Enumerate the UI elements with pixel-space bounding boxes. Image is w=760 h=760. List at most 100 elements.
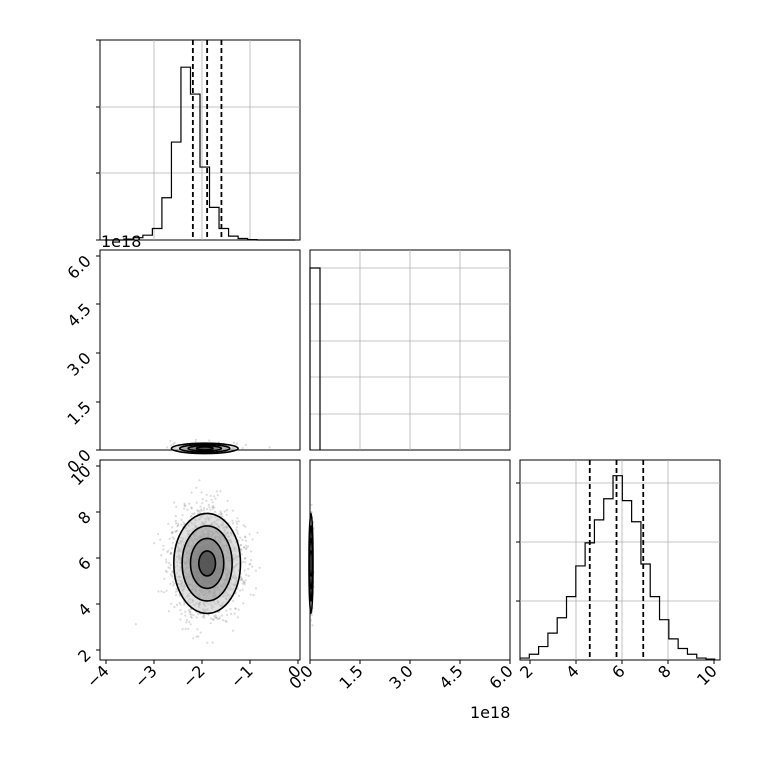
sample-point — [176, 525, 179, 528]
sample-point — [188, 620, 191, 624]
sample-point — [184, 504, 187, 507]
sample-point — [186, 508, 189, 511]
sample-point — [190, 515, 193, 518]
sample-point — [165, 561, 168, 564]
sample-point — [169, 552, 172, 555]
sample-point — [187, 627, 190, 630]
sample-point — [175, 603, 179, 606]
sample-point — [165, 558, 168, 561]
sample-point — [216, 618, 219, 621]
sample-point — [167, 522, 170, 526]
sample-point — [268, 446, 271, 449]
sample-point — [192, 637, 195, 640]
grid — [520, 460, 720, 660]
sample-point — [232, 441, 235, 444]
sample-point — [239, 548, 243, 551]
sample-point — [207, 503, 210, 507]
sample-point — [210, 498, 213, 501]
sample-point — [258, 566, 261, 569]
sample-point — [230, 612, 233, 616]
sample-point — [213, 615, 216, 618]
sample-point — [196, 628, 199, 631]
sample-point — [245, 574, 248, 577]
sample-point — [215, 616, 218, 619]
sample-point — [180, 518, 183, 522]
sample-point — [201, 498, 204, 501]
sample-point — [171, 531, 174, 534]
sample-point — [202, 506, 205, 510]
sample-point — [247, 567, 250, 571]
sample-point — [248, 533, 251, 536]
sample-point — [195, 486, 198, 489]
sample-point — [240, 553, 243, 556]
sample-point — [157, 533, 160, 536]
sample-point — [310, 503, 313, 506]
sample-point — [198, 479, 201, 482]
sample-point — [196, 509, 199, 512]
sample-point — [225, 513, 228, 516]
sample-point — [213, 506, 216, 509]
histogram-param-1 — [104, 66, 296, 241]
sample-point — [190, 616, 193, 619]
sample-point — [243, 546, 246, 549]
density-p1-p2 — [166, 438, 271, 455]
sample-point — [183, 507, 186, 510]
sample-point — [185, 619, 189, 622]
sample-point — [211, 618, 214, 621]
sample-point — [234, 592, 237, 595]
sample-point — [188, 502, 191, 505]
sample-point — [162, 544, 165, 547]
contour-line — [195, 446, 214, 451]
sample-point — [202, 613, 205, 616]
sample-point — [175, 530, 178, 533]
sample-point — [203, 509, 206, 512]
sample-point — [243, 581, 246, 584]
sample-point — [236, 616, 239, 619]
sample-point — [171, 570, 174, 573]
sample-point — [225, 613, 229, 617]
sample-point — [183, 601, 186, 605]
sample-point — [208, 439, 211, 442]
sample-point — [191, 512, 194, 515]
sample-point — [244, 548, 247, 551]
sample-point — [183, 603, 186, 606]
sample-point — [176, 589, 179, 592]
sample-point — [237, 608, 240, 611]
sample-point — [208, 506, 211, 509]
sample-point — [239, 536, 242, 539]
sample-point — [231, 522, 235, 525]
sample-point — [169, 552, 172, 556]
sample-point — [175, 587, 178, 591]
sample-point — [251, 565, 254, 568]
quantile-lines-param-1 — [191, 40, 223, 240]
sample-point — [180, 612, 183, 616]
sample-point — [160, 554, 163, 557]
sample-point — [167, 610, 170, 613]
sample-point — [225, 509, 228, 512]
sample-point — [174, 519, 177, 523]
sample-point — [190, 491, 193, 494]
sample-point — [171, 571, 174, 574]
sample-point — [241, 447, 244, 450]
sample-point — [197, 509, 200, 513]
sample-point — [203, 616, 206, 619]
contour-line — [178, 443, 231, 454]
density-p2-p3 — [308, 503, 315, 627]
histogram-step — [104, 66, 296, 241]
sample-point — [175, 522, 178, 525]
sample-point — [211, 501, 214, 504]
x-exponent-label: 1e18 — [470, 703, 510, 722]
sample-point — [185, 621, 188, 624]
sample-point — [179, 603, 182, 606]
histogram-param-2 — [309, 267, 321, 450]
sample-point — [195, 635, 198, 638]
sample-point — [172, 584, 175, 587]
sample-point — [188, 610, 191, 613]
sample-point — [241, 582, 244, 585]
sample-point — [237, 520, 240, 523]
sample-point — [232, 599, 235, 603]
sample-point — [215, 616, 218, 619]
sample-point — [243, 581, 246, 584]
sample-point — [200, 508, 203, 511]
contour-line — [198, 550, 217, 577]
